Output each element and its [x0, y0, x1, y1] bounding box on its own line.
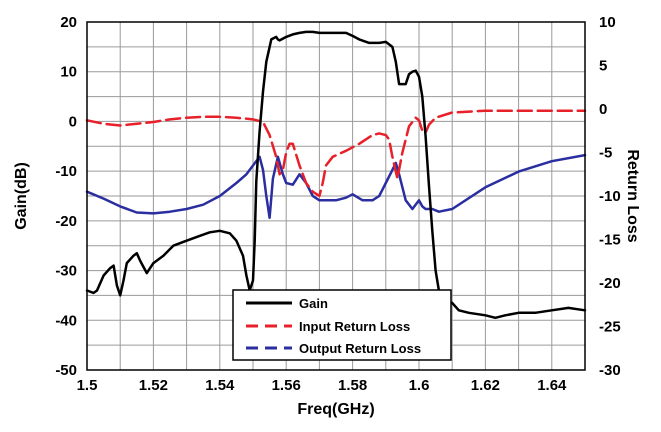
- x-tick-label: 1.64: [537, 377, 567, 394]
- y-tick-label: -50: [55, 362, 77, 379]
- y-right-tick-label: -5: [599, 145, 612, 162]
- x-tick-label: 1.6: [409, 377, 430, 394]
- x-tick-label: 1.5: [77, 377, 98, 394]
- legend: Gain Input Return Loss Output Return Los…: [232, 289, 452, 361]
- y-axis-title: Gain(dB): [13, 162, 30, 230]
- y-right-tick-label: -15: [599, 232, 621, 249]
- right-tick-labels: 10 5 0 -5 -10 -15 -20 -25 -30: [599, 14, 621, 379]
- x-tick-label: 1.54: [205, 377, 235, 394]
- series-line-output-return-loss: [85, 153, 587, 220]
- legend-label-gain: Gain: [299, 296, 328, 311]
- y-right-tick-label: -25: [599, 319, 621, 336]
- plot-frame: [86, 21, 586, 371]
- y-right-tick-label: -10: [599, 188, 621, 205]
- x-tick-label: 1.62: [471, 377, 500, 394]
- y-tick-label: -20: [55, 213, 77, 230]
- left-tick-labels: 20 10 0 -10 -20 -30 -40 -50: [55, 14, 77, 379]
- legend-label-output-return-loss: Output Return Loss: [299, 341, 421, 356]
- y-right-tick-label: 0: [599, 101, 607, 118]
- y-tick-label: -40: [55, 312, 77, 329]
- x-tick-labels: 1.5 1.52 1.54 1.56 1.58 1.6 1.62 1.64: [77, 377, 567, 394]
- y-right-tick-label: -20: [599, 275, 621, 292]
- y-tick-label: 20: [60, 14, 77, 31]
- series-line-input-return-loss: [85, 109, 587, 198]
- x-axis-title: Freq(GHz): [297, 401, 374, 418]
- y-right-tick-label: -30: [599, 362, 621, 379]
- y-right-tick-label: 10: [599, 14, 616, 31]
- x-tick-label: 1.58: [338, 377, 367, 394]
- x-tick-label: 1.56: [272, 377, 301, 394]
- y-tick-label: 10: [60, 64, 77, 81]
- y-axis-title-right: Return Loss: [624, 149, 641, 242]
- y-tick-label: -30: [55, 263, 77, 280]
- y-tick-label: 0: [69, 113, 77, 130]
- x-tick-label: 1.52: [139, 377, 168, 394]
- y-tick-label: -10: [55, 163, 77, 180]
- grid-layer: [87, 22, 585, 370]
- legend-label-input-return-loss: Input Return Loss: [299, 319, 410, 334]
- y-right-tick-label: 5: [599, 58, 607, 75]
